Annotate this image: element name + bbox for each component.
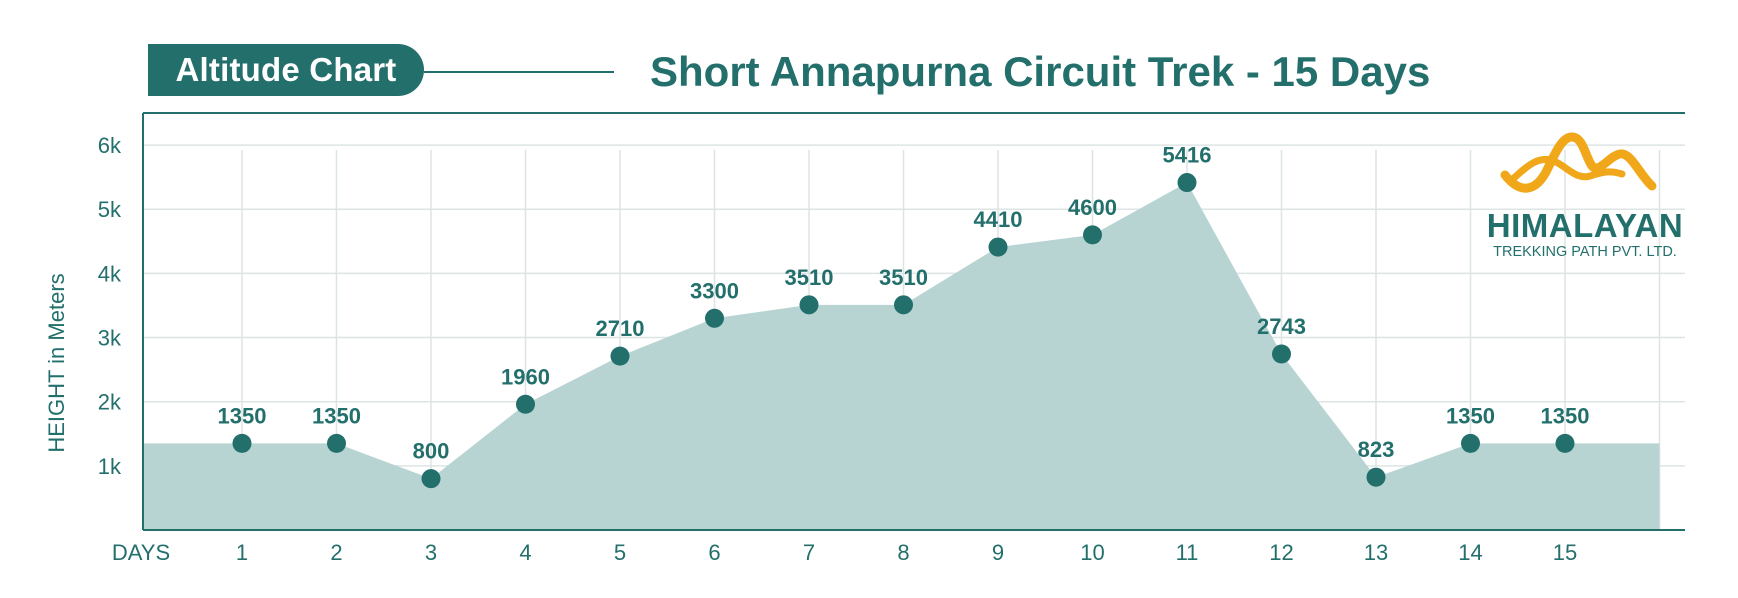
- data-label: 800: [413, 439, 450, 464]
- data-point: [1555, 433, 1575, 453]
- y-tick-label: 6k: [98, 133, 122, 158]
- data-label: 2710: [596, 316, 645, 341]
- x-tick-label: 13: [1364, 540, 1388, 565]
- x-tick-label: 5: [614, 540, 626, 565]
- data-label: 4410: [974, 207, 1023, 232]
- data-point: [421, 469, 441, 489]
- data-label: 1350: [218, 403, 267, 428]
- data-point: [1177, 173, 1197, 193]
- brand-name: HIMALAYAN: [1486, 207, 1684, 244]
- x-tick-label: 9: [992, 540, 1004, 565]
- data-point: [1461, 433, 1480, 453]
- data-label: 3300: [690, 278, 739, 303]
- data-point: [1083, 225, 1102, 245]
- data-label: 3510: [879, 265, 928, 290]
- altitude-area: [143, 182, 1660, 530]
- x-tick-label: 6: [708, 540, 720, 565]
- y-tick-label: 3k: [98, 326, 122, 351]
- data-label: 2743: [1257, 314, 1306, 339]
- x-tick-label: 15: [1553, 540, 1577, 565]
- data-label: 1960: [501, 364, 550, 389]
- badge-divider: [424, 71, 614, 73]
- x-axis-title: DAYS: [112, 540, 170, 565]
- y-tick-label: 2k: [98, 390, 122, 415]
- x-tick-label: 7: [803, 540, 815, 565]
- mountain-icon: [1500, 132, 1657, 193]
- data-label: 1350: [1446, 403, 1495, 428]
- data-point: [894, 295, 913, 315]
- data-label: 4600: [1068, 195, 1117, 220]
- x-tick-label: 10: [1080, 540, 1104, 565]
- chart-title: Short Annapurna Circuit Trek - 15 Days: [650, 48, 1431, 95]
- data-label: 1350: [1541, 403, 1590, 428]
- data-point: [799, 295, 819, 315]
- data-point: [1366, 467, 1386, 487]
- data-label: 5416: [1163, 143, 1212, 168]
- x-tick-label: 12: [1269, 540, 1293, 565]
- x-tick-label: 1: [236, 540, 248, 565]
- data-point: [232, 433, 252, 453]
- x-tick-label: 2: [330, 540, 342, 565]
- data-point: [1272, 344, 1291, 364]
- data-label: 823: [1358, 437, 1395, 462]
- data-point: [988, 237, 1008, 257]
- brand-subtitle: TREKKING PATH PVT. LTD.: [1493, 244, 1677, 260]
- x-tick-label: 11: [1176, 540, 1199, 565]
- y-tick-label: 1k: [98, 454, 122, 479]
- x-tick-label: 14: [1458, 540, 1482, 565]
- y-axis-title: HEIGHT in Meters: [44, 273, 69, 453]
- x-tick-label: 3: [425, 540, 437, 565]
- data-label: 3510: [785, 265, 834, 290]
- chart-badge: Altitude Chart: [148, 44, 424, 96]
- data-point: [327, 433, 346, 453]
- y-tick-label: 5k: [98, 197, 122, 222]
- x-tick-label: 4: [519, 540, 531, 565]
- data-label: 1350: [312, 403, 361, 428]
- x-tick-label: 8: [897, 540, 909, 565]
- data-point: [705, 308, 724, 328]
- data-point: [610, 346, 630, 366]
- y-tick-label: 4k: [98, 261, 122, 286]
- data-point: [516, 394, 535, 414]
